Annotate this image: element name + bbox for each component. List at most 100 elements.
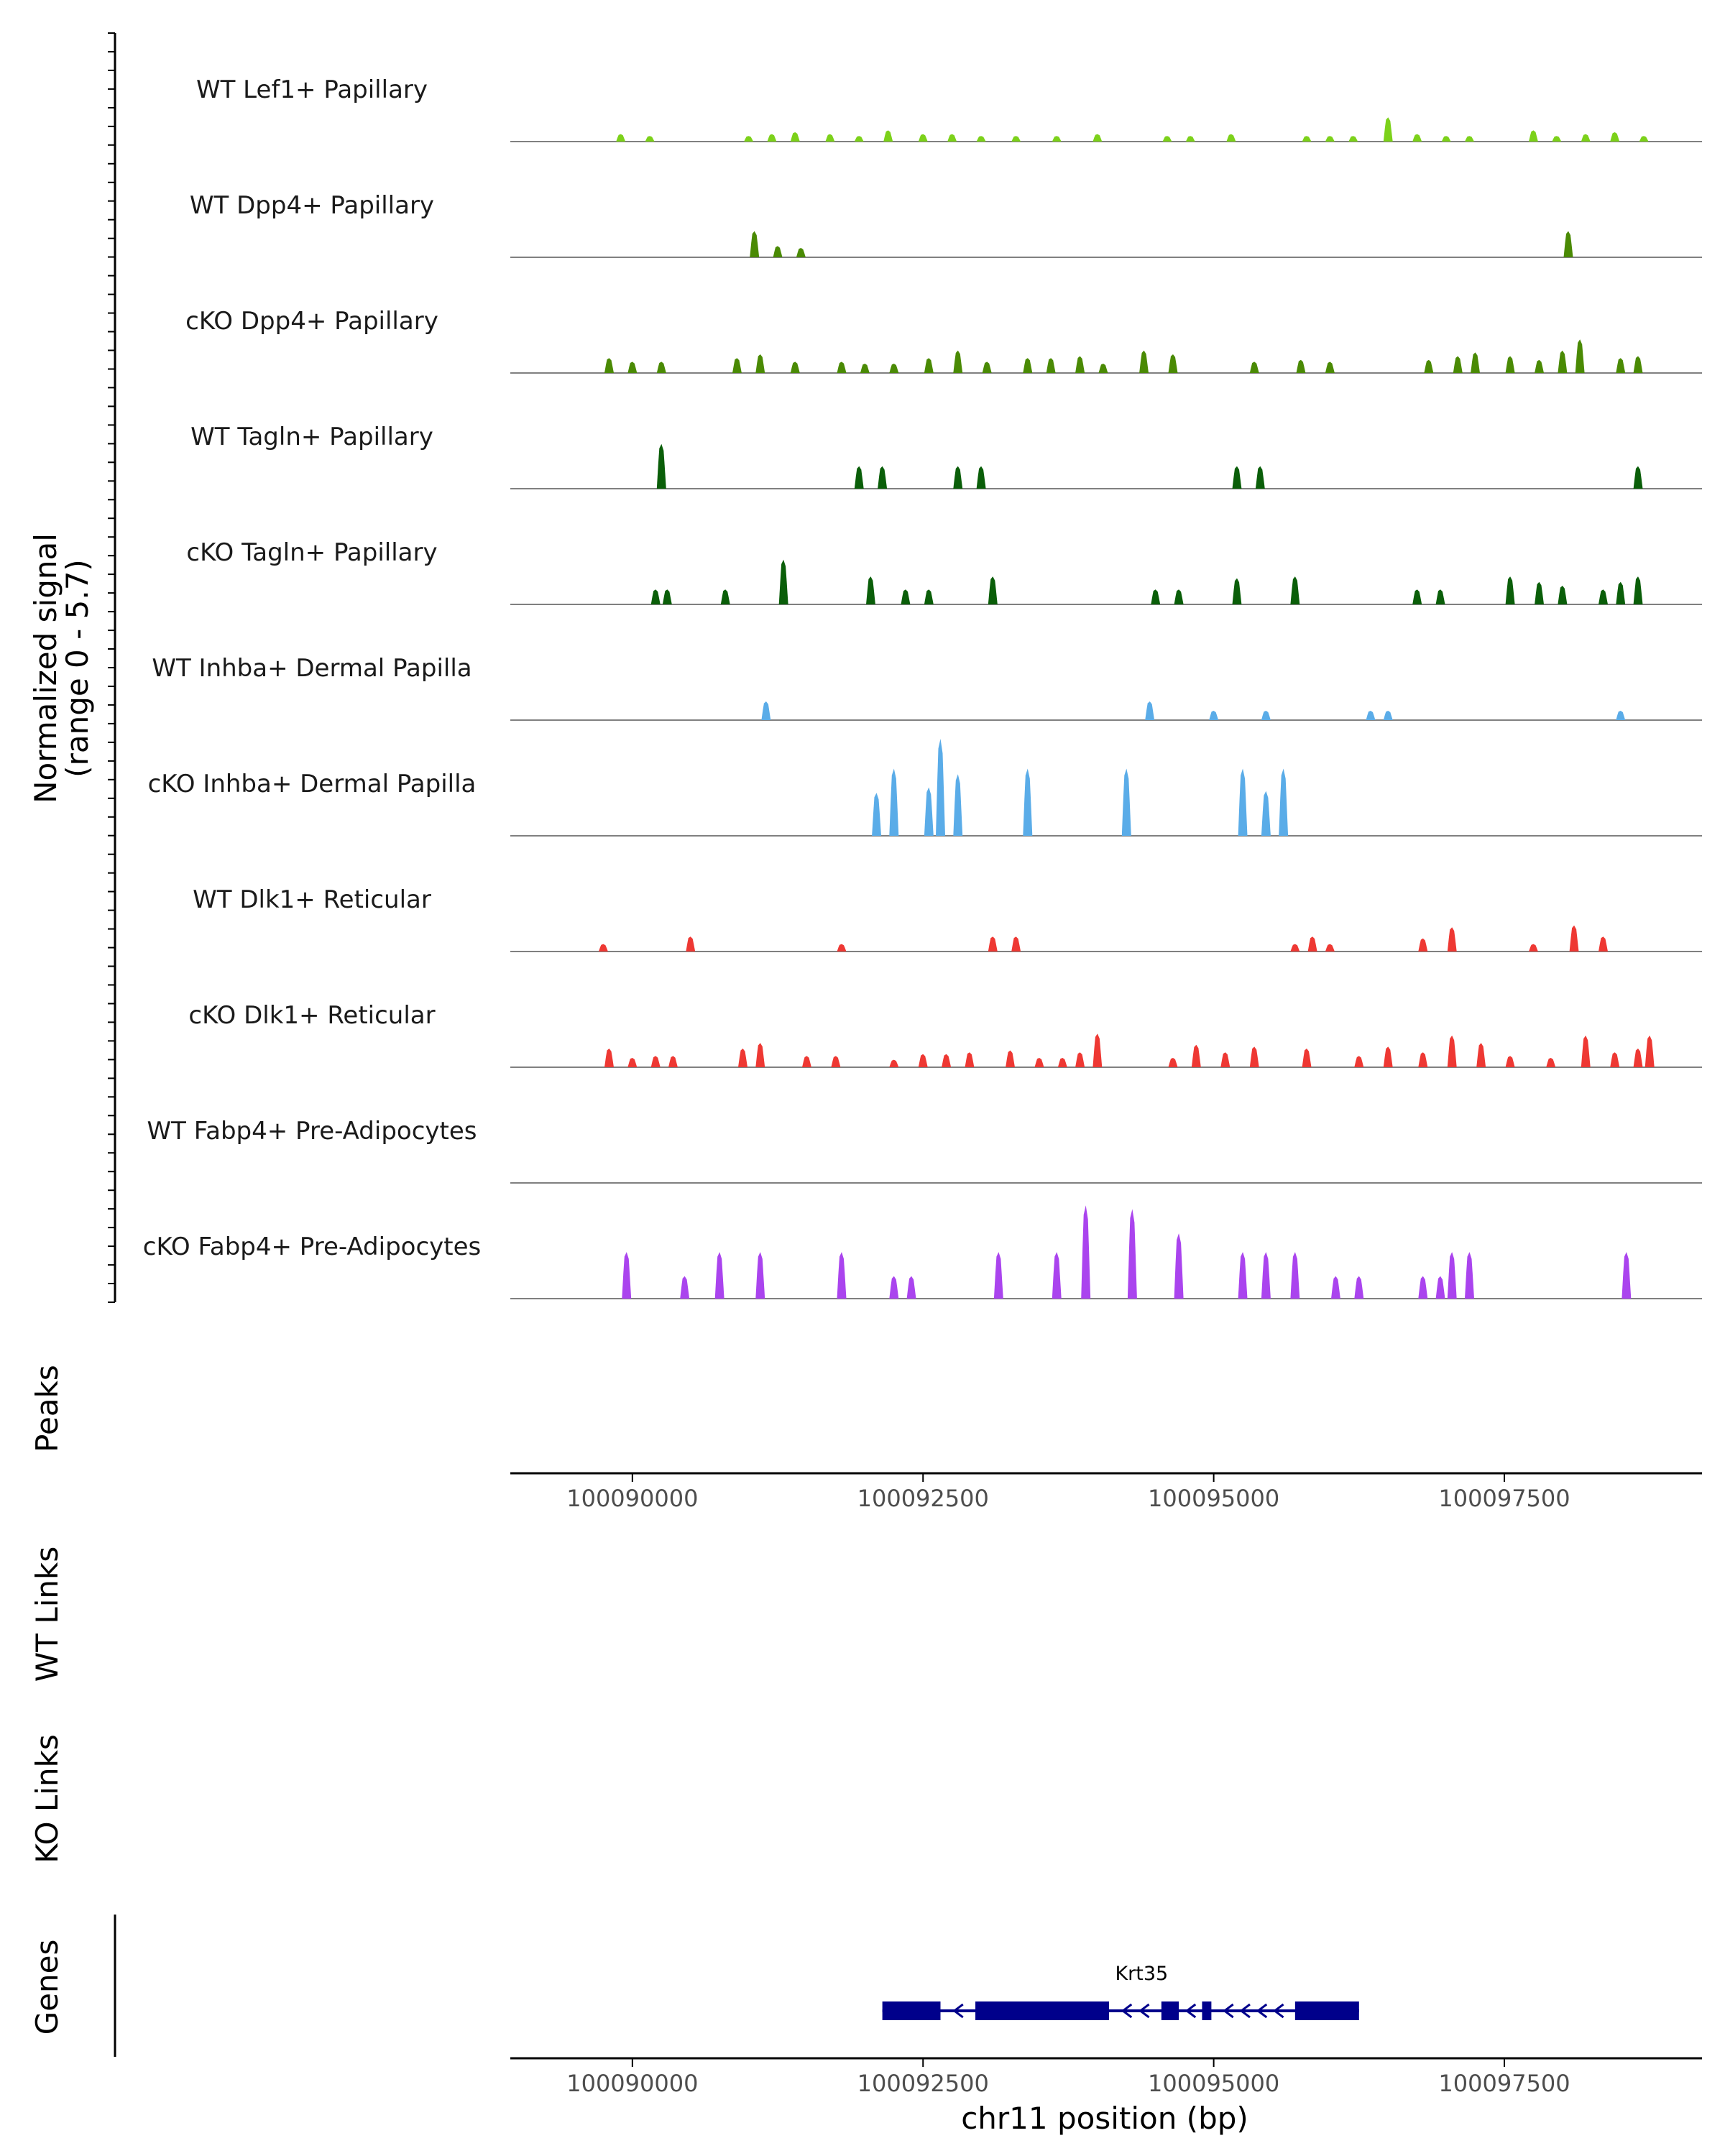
x-axis-title: chr11 position (bp) [961, 2101, 1248, 2136]
signal-peak [1307, 936, 1317, 952]
signal-peak [1505, 1056, 1515, 1067]
track-label: cKO Tagln+ Papillary [186, 538, 437, 567]
x-axis-top-tick-label: 100092500 [857, 1485, 989, 1512]
signal-peak [1023, 358, 1033, 373]
signal-peak [680, 1276, 690, 1299]
signal-peak [889, 1276, 899, 1299]
signal-peak [1226, 134, 1236, 142]
signal-peak [650, 1056, 661, 1067]
signal-peak [1052, 136, 1062, 142]
signal-peak [622, 1252, 632, 1299]
signal-peak [1290, 944, 1300, 952]
signal-peak [1145, 701, 1155, 720]
track-6: cKO Inhba+ Dermal Papilla [148, 739, 1702, 837]
signal-peak [953, 466, 963, 489]
signal-peak [738, 1049, 748, 1067]
signal-peak [1633, 1049, 1643, 1067]
signal-peak [1639, 136, 1649, 142]
signal-peak [1168, 1058, 1178, 1067]
signal-peak [1453, 356, 1463, 373]
signal-peak [656, 361, 666, 373]
signal-peak [837, 361, 847, 373]
signal-peak [889, 1059, 899, 1067]
signal-peak [662, 589, 672, 604]
signal-peak [1092, 134, 1103, 142]
signal-peak [982, 361, 992, 373]
signal-peak [1075, 356, 1085, 373]
signal-peak [1418, 1276, 1428, 1299]
signal-peak [802, 1056, 811, 1067]
signal-peak [598, 944, 608, 952]
track-label: WT Inhba+ Dermal Papilla [152, 654, 472, 683]
signal-peak [1418, 1052, 1428, 1067]
signal-peak [1633, 356, 1643, 373]
signal-peak [1238, 768, 1248, 836]
track-label: cKO Fabp4+ Pre-Adipocytes [143, 1233, 482, 1261]
track-8: cKO Dlk1+ Reticular [188, 1001, 1702, 1068]
track-label: WT Fabp4+ Pre-Adipocytes [147, 1117, 477, 1146]
signal-peak [1412, 134, 1422, 142]
genes-panel-label: Genes [29, 1940, 65, 2035]
signal-peak [1255, 466, 1265, 489]
signal-peak [1441, 136, 1451, 142]
signal-peak [889, 768, 899, 836]
wt-links-panel-label: WT Links [29, 1547, 65, 1682]
x-axis-bottom-ticks: 100090000 100092500 100095000 100097500 [566, 2058, 1570, 2097]
gene-exon [882, 2001, 941, 2020]
signal-peak [1418, 938, 1428, 952]
signal-peak [953, 350, 963, 373]
track-label: WT Lef1+ Papillary [196, 75, 428, 104]
track-0: WT Lef1+ Papillary [196, 75, 1702, 142]
signal-peak [1092, 1033, 1103, 1067]
signal-peak [924, 589, 934, 604]
signal-peak [889, 364, 899, 373]
signal-peak [1098, 364, 1108, 373]
signal-peak [778, 559, 788, 604]
signal-peak [1302, 136, 1312, 142]
signal-peak [1261, 791, 1271, 836]
signal-peak [755, 1252, 765, 1299]
signal-peak [1633, 466, 1643, 489]
signal-peak [1023, 768, 1033, 836]
track-9: WT Fabp4+ Pre-Adipocytes [147, 1117, 1702, 1184]
y-axis-title-line1: Normalized signal [28, 533, 63, 803]
signal-peak [837, 1252, 847, 1299]
signal-peak [1238, 1252, 1248, 1299]
signal-peak [1057, 1058, 1067, 1067]
track-label: cKO Dpp4+ Papillary [185, 307, 438, 336]
signal-peak [1052, 1252, 1062, 1299]
signal-peak [645, 136, 655, 142]
signal-peak [714, 1252, 724, 1299]
signal-peak [1249, 361, 1259, 373]
signal-peak [1598, 936, 1608, 952]
signal-peak [1610, 132, 1620, 142]
signal-peak [1558, 350, 1568, 373]
signal-peak [860, 364, 870, 373]
signal-peak [744, 136, 754, 142]
signal-peak [924, 358, 934, 373]
signal-peak [1476, 1043, 1486, 1067]
signal-peak [1471, 352, 1480, 373]
signal-peak [988, 936, 998, 952]
signal-peak [866, 576, 875, 604]
signal-peak [1127, 1209, 1137, 1299]
signal-peak [872, 793, 881, 836]
signal-peak [1006, 1050, 1015, 1067]
coverage-tracks: WT Lef1+ Papillary WT Dpp4+ Papillary cKO … [143, 75, 1702, 1299]
signal-peak [1465, 1252, 1474, 1299]
signal-peak [906, 1276, 916, 1299]
signal-peak [831, 1056, 841, 1067]
signal-peak [761, 701, 771, 720]
signal-peak [1151, 589, 1161, 604]
signal-peak [854, 466, 864, 489]
signal-peak [918, 1054, 928, 1067]
signal-y-axis [108, 32, 116, 1303]
signal-peak [1011, 136, 1021, 142]
gene-model-krt35 [882, 2001, 1359, 2020]
signal-peak [1616, 581, 1626, 604]
signal-peak [854, 136, 864, 142]
signal-peak [1325, 361, 1335, 373]
track-label: WT Dpp4+ Papillary [190, 191, 434, 220]
x-axis-top-tick-label: 100090000 [566, 1485, 698, 1512]
signal-peak [1011, 936, 1021, 952]
